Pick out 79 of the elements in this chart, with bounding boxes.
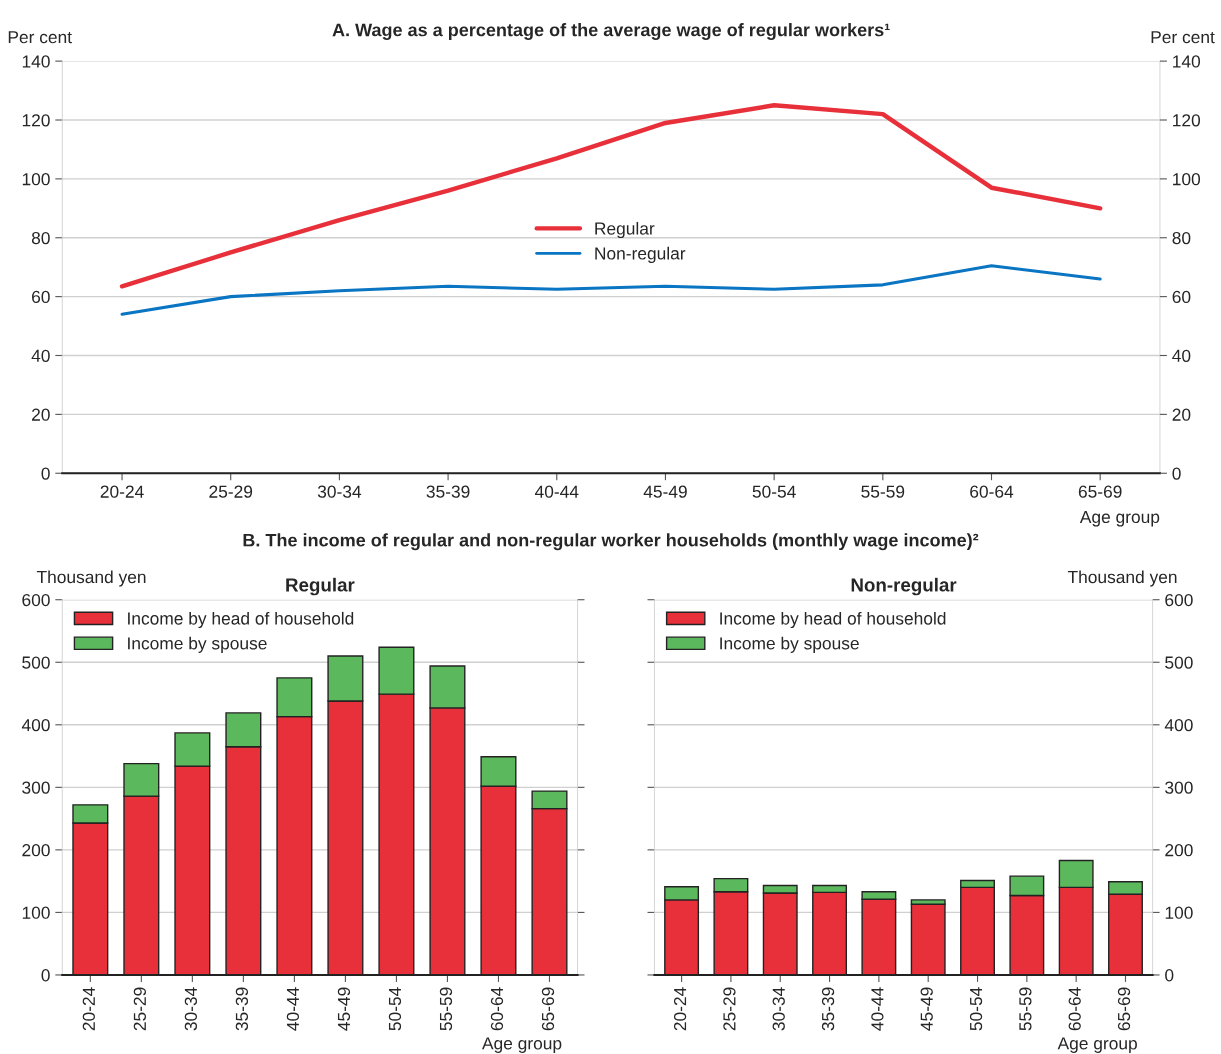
y2-tick-label: 600 xyxy=(1165,593,1193,607)
x-tick-label: 45-49 xyxy=(920,987,933,1031)
x-tick-label: 50-54 xyxy=(388,987,402,1031)
x-tick-label: 25-29 xyxy=(723,987,736,1031)
x-tick-label: 40-44 xyxy=(871,987,884,1031)
y2-tick-label: 60 xyxy=(1172,290,1191,304)
x-axis-title: Age group xyxy=(482,1037,562,1053)
x-tick-label: 65-69 xyxy=(1078,485,1122,498)
x-tick-label: 60-64 xyxy=(1068,987,1081,1031)
y2-tick-label: 0 xyxy=(1172,467,1181,480)
y2-tick-label: 300 xyxy=(1165,781,1193,794)
y2-tick-label: 400 xyxy=(1164,718,1193,732)
x-tick-label: 20-24 xyxy=(82,987,95,1031)
x-tick-label: 65-69 xyxy=(1117,987,1131,1031)
legend-label: Regular xyxy=(595,221,655,239)
x-tick-label: 25-29 xyxy=(133,987,147,1031)
y-tick-label: 100 xyxy=(22,173,50,186)
y2-tick-label: 200 xyxy=(1165,844,1193,857)
x-tick-label: 50-54 xyxy=(969,987,983,1031)
y-tick-label: 400 xyxy=(21,718,50,732)
x-tick-label: 45-49 xyxy=(337,987,351,1031)
x-tick-label: 35-39 xyxy=(821,987,835,1031)
y-tick-label: 60 xyxy=(32,290,50,304)
chart-subtitle: Regular xyxy=(286,577,355,596)
x-tick-label: 50-54 xyxy=(752,485,796,498)
chart-title: B. The income of regular and non-regular worker households (monthly wage income)² xyxy=(243,533,979,551)
x-tick-label: 60-64 xyxy=(970,485,1014,498)
line-series xyxy=(119,103,1103,289)
y-tick-label: 120 xyxy=(22,114,50,127)
x-tick-label: 55-59 xyxy=(1019,987,1032,1031)
y-tick-label: 140 xyxy=(22,55,50,68)
chart-title: A. Wage as a percentage of the average wage of regular workers¹ xyxy=(332,23,890,40)
y-tick-label: 0 xyxy=(41,969,50,982)
y-tick-label: 500 xyxy=(22,656,50,669)
y2-tick-label: 40 xyxy=(1172,349,1191,362)
y-tick-label: 100 xyxy=(22,906,50,919)
y2-axis-title: Per cent xyxy=(1151,31,1215,44)
y-axis-title: Thousand yen xyxy=(36,570,146,587)
y-tick-label: 0 xyxy=(41,467,50,480)
y2-axis-title: Thousand yen xyxy=(1067,570,1177,587)
y2-tick-label: 140 xyxy=(1173,55,1201,68)
x-tick-label: 25-29 xyxy=(209,485,253,498)
legend-label: Income by spouse xyxy=(128,636,267,653)
y2-tick-label: 120 xyxy=(1173,114,1201,127)
x-tick-label: 35-39 xyxy=(235,987,249,1031)
x-tick-label: 60-64 xyxy=(490,987,504,1031)
x-tick-label: 20-24 xyxy=(673,987,687,1031)
y-tick-label: 600 xyxy=(22,593,50,607)
x-tick-label: 30-34 xyxy=(772,987,785,1031)
y2-tick-label: 0 xyxy=(1165,969,1174,982)
chart-title: Non-regular xyxy=(851,577,957,596)
x-tick-label: 30-34 xyxy=(317,485,362,498)
y2-tick-label: 500 xyxy=(1165,656,1193,669)
y-tick-label: 20 xyxy=(32,408,50,421)
x-tick-label: 65-69 xyxy=(541,987,555,1031)
x-axis-title: Age group xyxy=(1057,1037,1137,1053)
legend-label: Income by head of household xyxy=(720,611,946,629)
y-tick-label: 200 xyxy=(22,844,50,857)
x-tick-label: 20-24 xyxy=(100,485,144,498)
x-tick-label: 55-59 xyxy=(861,485,905,498)
y-tick-label: 80 xyxy=(31,231,50,245)
legend-label: Income by head of household xyxy=(128,611,354,629)
y2-tick-label: 80 xyxy=(1172,231,1191,245)
x-tick-label: 45-49 xyxy=(643,485,687,498)
legend-label: Income by spouse xyxy=(720,636,859,653)
y2-tick-label: 100 xyxy=(1165,906,1193,919)
y2-tick-label: 20 xyxy=(1172,408,1191,421)
x-tick-label: 35-39 xyxy=(426,485,470,498)
x-tick-label: 40-44 xyxy=(534,485,579,498)
x-tick-label: 55-59 xyxy=(439,987,453,1031)
y-axis-title: Per cent xyxy=(8,31,72,44)
y-tick-label: 40 xyxy=(31,349,50,362)
line-series xyxy=(120,264,1102,316)
x-tick-label: 40-44 xyxy=(286,987,300,1031)
y2-tick-label: 100 xyxy=(1173,173,1201,186)
x-tick-label: 30-34 xyxy=(184,987,198,1031)
y-tick-label: 300 xyxy=(22,781,50,794)
x-axis-title: Age group xyxy=(1079,510,1160,527)
legend-label: Non-regular xyxy=(595,246,686,263)
